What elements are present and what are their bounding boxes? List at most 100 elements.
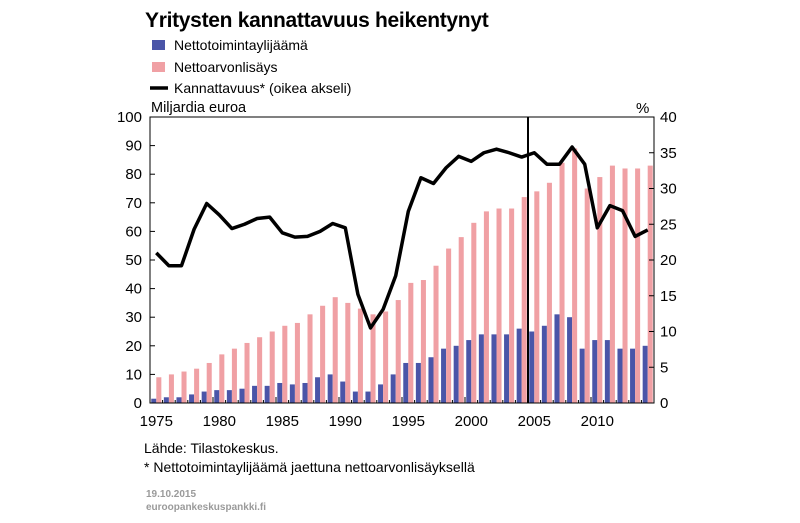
x-tick-1985: 1985 (266, 413, 299, 430)
bar-surplus-2010 (592, 340, 598, 403)
legend-swatch-surplus (152, 40, 165, 50)
legend-label-surplus: Nettotoimintaylijäämä (174, 37, 308, 53)
bar-value-added-1989 (332, 297, 338, 403)
bar-group (151, 148, 653, 403)
y-right-tick-20: 20 (660, 252, 677, 269)
bar-surplus-1990 (340, 381, 346, 403)
x-tick-1995: 1995 (392, 413, 425, 430)
y-left-tick-0: 0 (134, 395, 142, 412)
bar-surplus-1984 (264, 385, 270, 403)
bar-value-added-1982 (244, 342, 250, 403)
bar-value-added-2009 (584, 188, 590, 403)
bar-value-added-1980 (219, 354, 225, 403)
bar-value-added-1990 (345, 302, 351, 403)
y-axis-right-label: % (636, 100, 649, 117)
y-left-tick-40: 40 (125, 281, 142, 298)
bar-surplus-1992 (365, 391, 371, 403)
site-stamp: euroopankeskuspankki.fi (146, 502, 266, 513)
bar-surplus-1985 (277, 382, 283, 403)
bar-value-added-2008 (572, 148, 578, 403)
bar-value-added-2010 (597, 177, 603, 403)
bar-value-added-2005 (534, 191, 540, 403)
bar-surplus-1993 (378, 384, 384, 403)
bar-value-added-2002 (496, 208, 502, 403)
bar-value-added-1995 (408, 282, 414, 403)
bar-surplus-1983 (252, 385, 258, 403)
y-left-tick-50: 50 (125, 252, 142, 269)
bar-surplus-2002 (491, 334, 497, 403)
bar-surplus-2011 (604, 340, 610, 403)
bar-surplus-2003 (504, 334, 510, 403)
bar-value-added-2006 (546, 182, 552, 403)
bar-value-added-1981 (231, 348, 237, 403)
legend: Nettotoimintaylijäämä Nettoarvonlisäys K… (150, 37, 351, 96)
bar-value-added-1977 (181, 371, 187, 403)
bar-value-added-1983 (257, 337, 263, 403)
bar-value-added-1991 (357, 308, 363, 403)
bar-value-added-1993 (383, 311, 389, 403)
y-axis-right: 0 5 10 15 20 25 30 35 40 (649, 109, 677, 412)
bar-value-added-1998 (446, 248, 452, 403)
bar-value-added-1975 (156, 377, 162, 403)
bar-surplus-2013 (630, 348, 636, 403)
y-left-tick-90: 90 (125, 138, 142, 155)
bar-surplus-1988 (315, 377, 321, 403)
legend-swatch-value-added (152, 62, 165, 72)
bar-surplus-1980 (214, 390, 220, 403)
x-tick-2000: 2000 (455, 413, 488, 430)
bar-surplus-2014 (642, 345, 648, 403)
bar-value-added-2014 (647, 165, 653, 403)
y-right-tick-40: 40 (660, 109, 677, 126)
y-right-tick-0: 0 (660, 395, 668, 412)
bar-surplus-2005 (529, 331, 535, 403)
x-tick-1980: 1980 (203, 413, 236, 430)
profitability-line (155, 145, 649, 330)
bar-value-added-2003 (509, 208, 515, 403)
bar-surplus-1989 (327, 374, 333, 403)
bar-surplus-2006 (541, 325, 547, 403)
bar-surplus-1987 (302, 382, 308, 403)
bar-surplus-1994 (390, 374, 396, 403)
x-axis: 1975 1980 1985 1990 1995 2000 2005 2010 (140, 397, 642, 430)
bar-value-added-2011 (609, 165, 615, 403)
bar-surplus-1995 (403, 362, 409, 403)
bar-value-added-1996 (420, 280, 426, 403)
bar-surplus-1978 (189, 394, 195, 403)
bar-value-added-1997 (433, 265, 439, 403)
bar-surplus-1977 (176, 397, 182, 403)
y-right-tick-10: 10 (660, 324, 677, 341)
y-left-tick-20: 20 (125, 338, 142, 355)
bar-surplus-2001 (478, 334, 484, 403)
x-tick-1990: 1990 (329, 413, 362, 430)
bar-value-added-1986 (294, 322, 300, 403)
y-right-tick-5: 5 (660, 359, 668, 376)
y-right-tick-15: 15 (660, 288, 677, 305)
bar-value-added-1999 (458, 237, 464, 403)
bar-value-added-2004 (521, 197, 527, 403)
legend-label-profitability: Kannattavuus* (oikea akseli) (174, 80, 351, 96)
x-tick-2010: 2010 (581, 413, 614, 430)
bar-surplus-1979 (201, 391, 207, 403)
bar-value-added-1984 (269, 331, 275, 403)
bar-value-added-2007 (559, 162, 565, 403)
bar-value-added-1988 (320, 305, 326, 403)
chart-title: Yritysten kannattavuus heikentynyt (145, 9, 489, 32)
x-tick-1975: 1975 (140, 413, 173, 430)
bar-surplus-1996 (415, 362, 421, 403)
bar-surplus-2009 (579, 348, 585, 403)
y-left-tick-100: 100 (117, 109, 142, 126)
bar-surplus-1976 (163, 397, 169, 403)
bar-value-added-1994 (395, 300, 401, 403)
y-left-tick-10: 10 (125, 366, 142, 383)
bar-surplus-1991 (352, 391, 358, 403)
bar-surplus-1997 (428, 357, 434, 403)
y-axis-left-label: Miljardia euroa (151, 100, 247, 116)
bar-value-added-2012 (622, 168, 628, 403)
bar-surplus-2004 (516, 328, 522, 403)
bar-value-added-2000 (471, 222, 477, 403)
legend-label-value-added: Nettoarvonlisäys (174, 59, 278, 75)
plot-frame (149, 116, 655, 404)
y-right-tick-35: 35 (660, 145, 677, 162)
bar-value-added-1978 (194, 368, 200, 403)
bar-value-added-1985 (282, 325, 288, 403)
